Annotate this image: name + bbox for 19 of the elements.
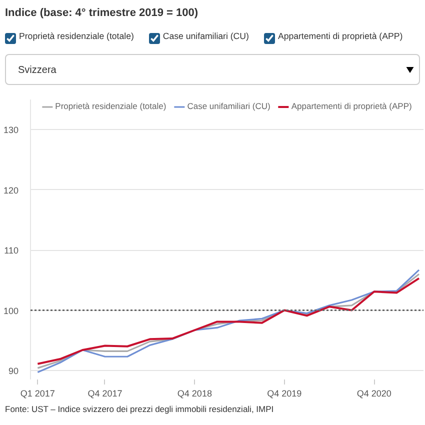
x-tick-label: Q4 2017 [88, 388, 122, 399]
text: Appartementi di proprietà (APP) [278, 30, 403, 41]
x-tick-label: Q4 2019 [267, 388, 302, 399]
x-tick-label: Q4 2020 [356, 388, 392, 399]
chart-subtitle: Svizzera [5, 54, 420, 86]
text: Case unifamiliari (CU) [162, 30, 249, 41]
chart-title: Indice (base: 4° trimestre 2019 = 100) [5, 6, 198, 21]
legend-label: Case unifamiliari (CU) [187, 101, 270, 112]
y-tick-label: 130 [3, 126, 19, 136]
legend-label: Appartementi di proprietà (APP) [291, 101, 412, 112]
y-tick-label: 120 [3, 186, 19, 196]
x-tick-label: Q4 2018 [177, 388, 212, 399]
text: Proprietà residenziale (totale) [19, 30, 134, 41]
y-tick-label: 110 [4, 246, 19, 256]
source-note: Fonte: UST – Indice svizzero dei prezzi degli immobili residenziali, IMPI [5, 403, 274, 416]
legend-label: Proprietà residenziale (totale) [55, 101, 166, 112]
y-tick-label: 100 [3, 306, 19, 316]
x-tick-label: Q1 2017 [20, 388, 55, 399]
y-tick-label: 90 [8, 366, 19, 376]
